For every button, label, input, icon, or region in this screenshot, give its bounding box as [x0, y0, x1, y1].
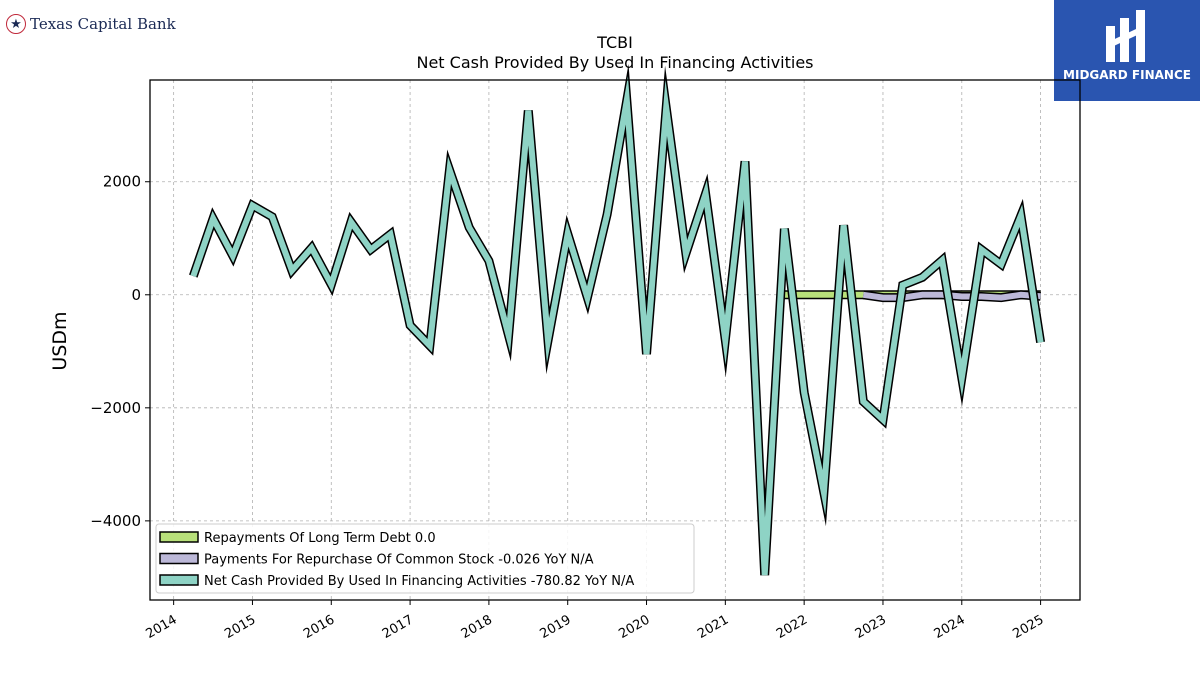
- y-axis-label: USDm: [49, 311, 71, 370]
- y-tick-label: 0: [131, 286, 141, 304]
- texas-capital-bank-logo: ★ Texas Capital Bank: [6, 10, 176, 38]
- legend-item-net-cash: Net Cash Provided By Used In Financing A…: [159, 574, 634, 589]
- x-tick-label: 2024: [932, 612, 968, 642]
- x-tick-label: 2016: [301, 612, 337, 642]
- chart-title: TCBI: [596, 33, 633, 52]
- legend-item-repayments: Repayments Of Long Term Debt 0.0: [159, 531, 436, 546]
- x-tick-label: 2019: [538, 612, 574, 642]
- x-ticks: 2014 2015 2016 2017 2018 2019 2020 2021 2022 2023…: [143, 600, 1047, 642]
- star-icon: ★: [6, 14, 26, 34]
- legend-swatch: [159, 531, 199, 543]
- x-tick-label: 2023: [853, 612, 889, 642]
- x-tick-label: 2021: [695, 612, 731, 642]
- y-tick-label: −4000: [90, 512, 141, 530]
- y-tick-label: 2000: [103, 173, 141, 191]
- chart-subtitle: Net Cash Provided By Used In Financing A…: [416, 53, 813, 72]
- legend-label: Payments For Repurchase Of Common Stock …: [204, 553, 594, 568]
- legend: Repayments Of Long Term Debt 0.0 Payments…: [155, 523, 695, 594]
- legend-label: Repayments Of Long Term Debt 0.0: [204, 531, 436, 546]
- bank-name: Texas Capital Bank: [30, 15, 176, 33]
- series-net-cash-line-fill: [190, 76, 1044, 576]
- midgard-finance-logo: MIDGARD FINANCE: [1054, 0, 1200, 101]
- x-tick-label: 2018: [459, 612, 495, 642]
- x-tick-label: 2022: [774, 612, 810, 642]
- brand-mark-icon: [1106, 10, 1145, 62]
- legend-box: [155, 523, 695, 594]
- x-tick-label: 2020: [616, 612, 652, 642]
- legend-swatch: [159, 552, 199, 565]
- y-tick-label: −2000: [90, 399, 141, 417]
- legend-swatch: [159, 574, 199, 586]
- legend-label: Net Cash Provided By Used In Financing A…: [204, 574, 634, 589]
- series-layer: [189, 63, 1046, 576]
- y-ticks: 2000 0 −2000 −4000: [90, 173, 150, 530]
- x-tick-label: 2025: [1010, 612, 1046, 642]
- x-tick-label: 2015: [222, 612, 258, 642]
- legend-item-repurchase: Payments For Repurchase Of Common Stock …: [159, 552, 594, 568]
- series-net-cash-line: [189, 63, 1046, 576]
- x-tick-label: 2017: [380, 612, 416, 642]
- plot-frame: [149, 79, 1081, 601]
- brand-name: MIDGARD FINANCE: [1063, 68, 1191, 82]
- x-tick-label: 2014: [143, 612, 179, 642]
